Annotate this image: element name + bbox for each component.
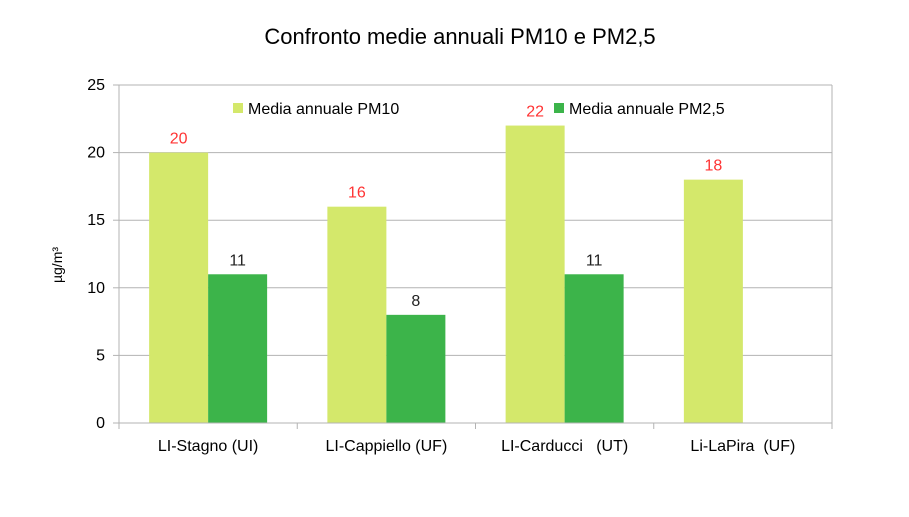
data-label: 16 [348,185,366,202]
bars [149,125,743,423]
y-tick-label: 25 [87,77,105,94]
legend-label: Media annuale PM2,5 [569,101,725,118]
bar-pm25 [386,314,446,423]
axes: 0 5 10 15 20 25 LI-Stagno (UI) LI-Cappiello (UF… [87,77,833,455]
bar-pm10 [505,125,565,423]
data-label: 11 [586,252,603,269]
y-tick-label: 10 [87,280,105,297]
legend: Media annuale PM10 Media annuale PM2,5 [233,101,725,118]
x-tick-label: LI-Carducci (UT) [501,438,628,455]
data-label: 8 [411,293,420,310]
data-label: 22 [526,104,544,121]
legend-swatch [554,103,564,113]
bar-pm25 [208,274,268,423]
y-tick-label: 0 [96,415,105,432]
x-tick-label: LI-Cappiello (UF) [325,438,447,455]
y-axis-label: µg/m³ [49,247,65,283]
x-tick-label: Li-LaPira (UF) [690,438,795,455]
legend-label: Media annuale PM10 [248,101,399,118]
y-tick-label: 20 [87,145,105,162]
data-label: 18 [704,158,722,175]
data-label: 20 [170,131,188,148]
bar-pm25 [564,274,624,423]
x-tick-label: LI-Stagno (UI) [158,438,258,455]
chart-title: Confronto medie annuali PM10 e PM2,5 [264,24,655,49]
bar-pm10 [149,152,209,423]
data-labels: 20 11 16 8 22 11 18 [170,104,723,310]
bar-pm10 [683,179,743,423]
y-tick-label: 5 [96,347,105,364]
legend-swatch [233,103,243,113]
data-label: 11 [229,252,246,269]
y-tick-label: 15 [87,212,105,229]
bar-pm10 [327,206,387,423]
